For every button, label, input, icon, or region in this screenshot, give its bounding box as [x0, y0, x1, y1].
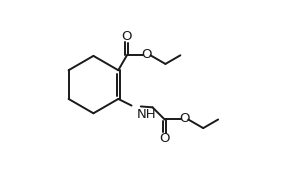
Text: O: O [179, 112, 190, 125]
Text: O: O [159, 132, 170, 145]
Text: O: O [122, 30, 132, 43]
Text: O: O [141, 48, 152, 61]
Text: NH: NH [136, 108, 156, 121]
